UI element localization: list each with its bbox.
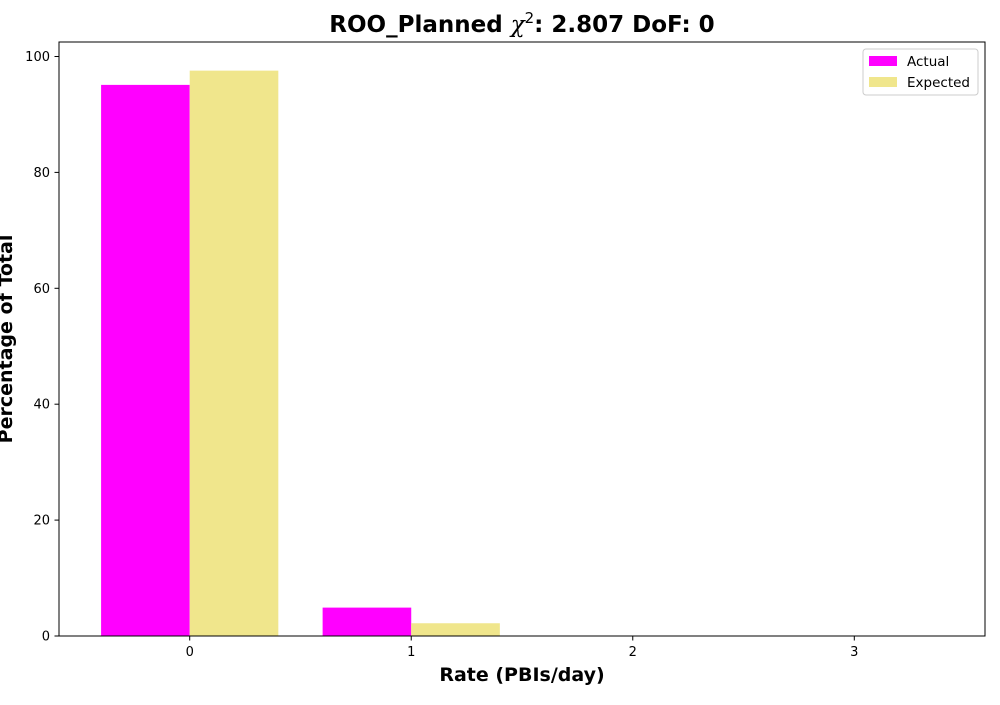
legend: Actual Expected bbox=[862, 48, 979, 96]
y-tick-label: 40 bbox=[33, 398, 50, 413]
bar-expected-1 bbox=[411, 623, 500, 636]
plot-frame bbox=[58, 41, 986, 637]
x-axis-label: Rate (PBIs/day) bbox=[439, 664, 604, 686]
x-tick-label: 0 bbox=[186, 645, 194, 660]
x-tick-label: 2 bbox=[629, 645, 637, 660]
x-tick-label: 3 bbox=[850, 645, 858, 660]
legend-label-actual: Actual bbox=[907, 54, 949, 70]
chart-title: ROO_Planned χ2: 2.807 DoF: 0 bbox=[329, 9, 714, 38]
y-tick-label: 20 bbox=[33, 514, 50, 529]
y-tick-label: 0 bbox=[42, 630, 50, 645]
y-tick-label: 60 bbox=[33, 282, 50, 297]
legend-label-expected: Expected bbox=[907, 75, 970, 91]
legend-swatch-expected bbox=[869, 77, 897, 87]
bar-expected-0 bbox=[189, 70, 279, 636]
bar-actual-0 bbox=[101, 84, 190, 636]
bars-group bbox=[101, 70, 500, 636]
y-tick-label: 80 bbox=[33, 166, 50, 181]
legend-swatch-actual bbox=[869, 56, 897, 66]
bar-actual-1 bbox=[322, 607, 412, 636]
axes-group: 0 1 2 3 0 20 40 60 80 100 bbox=[25, 41, 986, 660]
y-tick-label: 100 bbox=[25, 50, 50, 65]
x-tick-label: 1 bbox=[407, 645, 415, 660]
y-axis-label: Percentage of Total bbox=[0, 235, 17, 444]
